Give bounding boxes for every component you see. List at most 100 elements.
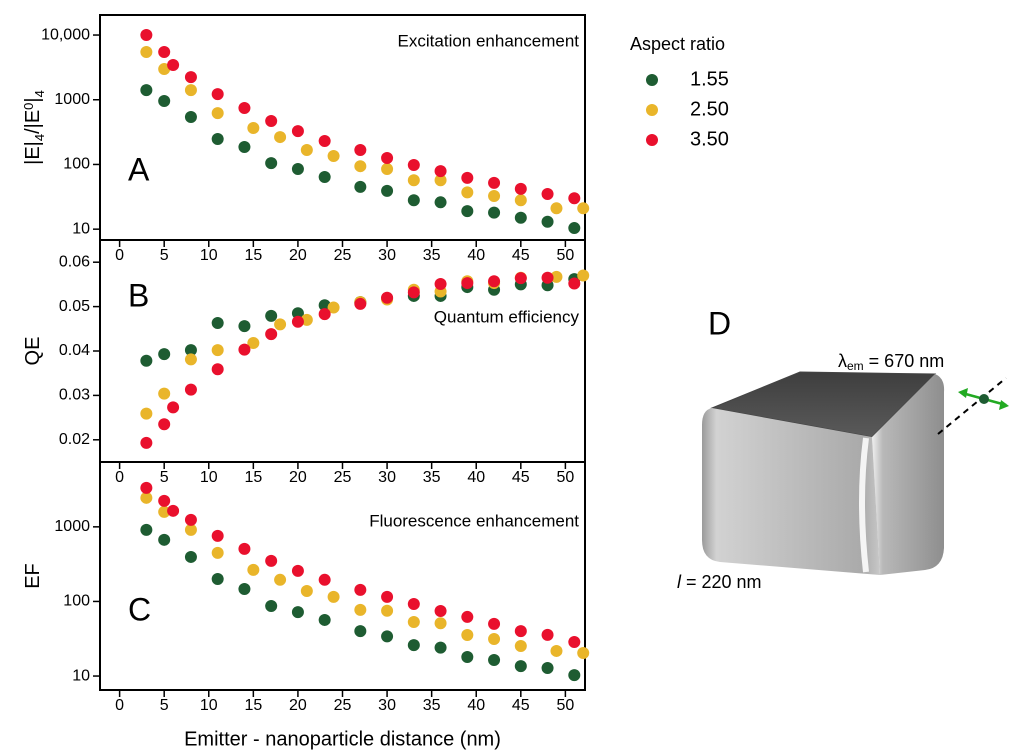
data-point (184, 523, 197, 536)
data-point (577, 202, 590, 215)
dipole-axis (937, 377, 1007, 435)
nanoparticle-illustration (702, 371, 1009, 575)
data-point (541, 215, 554, 228)
x-tick-label: 5 (160, 247, 169, 264)
data-point (514, 625, 527, 638)
data-point (488, 206, 501, 219)
lambda-sub: em (847, 359, 864, 373)
data-point (434, 617, 447, 630)
data-point (211, 88, 224, 101)
y-axis-label-part: /|E (22, 110, 44, 134)
data-point (407, 159, 420, 172)
data-point (318, 613, 331, 626)
data-point (291, 307, 304, 320)
data-point (238, 542, 251, 555)
data-point (381, 630, 394, 643)
data-point (407, 194, 420, 207)
data-point (291, 125, 304, 138)
annotation: Fluorescence enhancement (369, 511, 579, 530)
data-point (265, 599, 278, 612)
data-point (550, 270, 563, 283)
data-point (158, 348, 171, 361)
x-tick-label: 25 (334, 247, 352, 264)
x-tick-label: 15 (244, 247, 262, 264)
data-point (461, 610, 474, 623)
data-point (211, 344, 224, 357)
data-point (354, 160, 367, 173)
data-point (381, 151, 394, 164)
data-point (184, 550, 197, 563)
y-tick-label: 1000 (54, 518, 90, 535)
y-axis-label: QE (22, 337, 44, 366)
y-tick-label: 0.04 (59, 342, 90, 359)
box-side (872, 374, 945, 575)
data-point (274, 318, 287, 331)
data-point (568, 277, 581, 290)
data-point (140, 523, 153, 536)
data-point (568, 635, 581, 648)
data-point (291, 163, 304, 176)
data-point (488, 190, 501, 203)
data-point (140, 354, 153, 367)
data-point (211, 529, 224, 542)
data-point (327, 150, 340, 163)
data-point (550, 202, 563, 215)
data-point (381, 291, 394, 304)
data-point (407, 639, 420, 652)
panel-label: A (128, 151, 150, 187)
data-point (381, 163, 394, 176)
legend-label: 3.50 (690, 128, 729, 150)
x-tick-label: 25 (334, 697, 352, 714)
data-point (514, 272, 527, 285)
data-point (265, 554, 278, 567)
data-point (461, 205, 474, 218)
data-point (327, 301, 340, 314)
data-point (354, 180, 367, 193)
length-label: l = 220 nm (677, 572, 762, 592)
data-point (291, 315, 304, 328)
data-point (461, 277, 474, 290)
y-tick-label: 0.03 (59, 387, 90, 404)
x-tick-label: 35 (423, 247, 441, 264)
data-point (381, 184, 394, 197)
y-tick-label: 100 (63, 593, 90, 610)
data-point (158, 418, 171, 431)
y-tick-label: 0.06 (59, 253, 90, 270)
data-point (184, 344, 197, 357)
y-axis-label: |E|4/|E0|4 (21, 90, 47, 165)
data-point (488, 176, 501, 189)
data-point (300, 585, 313, 598)
data-point (291, 564, 304, 577)
legend-marker (646, 104, 658, 116)
data-point (568, 192, 581, 205)
x-tick-label: 10 (200, 697, 218, 714)
data-point (140, 491, 153, 504)
x-tick-label: 15 (244, 469, 262, 486)
box-front (702, 408, 880, 575)
data-point (211, 363, 224, 376)
data-point (541, 271, 554, 284)
x-tick-label: 20 (289, 469, 307, 486)
x-tick-label: 10 (200, 469, 218, 486)
plot-frame (99, 239, 586, 463)
x-tick-label: 45 (512, 697, 530, 714)
data-point (514, 182, 527, 195)
panel-label: D (708, 305, 731, 341)
y-tick-label: 10 (72, 220, 90, 237)
data-point (184, 383, 197, 396)
x-tick-label: 30 (378, 469, 396, 486)
data-point (211, 133, 224, 146)
data-point (318, 170, 331, 183)
data-point (568, 669, 581, 682)
x-tick-label: 50 (556, 469, 574, 486)
dipole-emitter (979, 394, 989, 404)
data-point (407, 174, 420, 187)
data-point (167, 401, 180, 414)
data-point (541, 187, 554, 200)
data-point (247, 121, 260, 134)
data-point (318, 135, 331, 148)
data-point (140, 481, 153, 494)
x-tick-label: 45 (512, 469, 530, 486)
data-point (407, 597, 420, 610)
